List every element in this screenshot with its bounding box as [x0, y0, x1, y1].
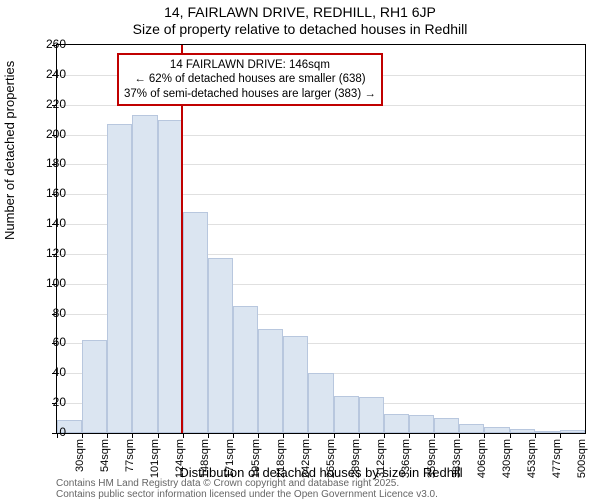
annotation-line: 14 FAIRLAWN DRIVE: 146sqm — [124, 58, 376, 72]
y-tick-label: 180 — [46, 156, 66, 170]
annotation-box: 14 FAIRLAWN DRIVE: 146sqm← 62% of detach… — [117, 53, 383, 106]
x-tick — [82, 433, 83, 438]
histogram-bar — [560, 430, 585, 433]
histogram-bar — [409, 415, 434, 433]
y-tick-label: 140 — [46, 216, 66, 230]
histogram-bar — [334, 396, 359, 433]
histogram-bar — [535, 431, 560, 433]
histogram-bar — [308, 373, 333, 433]
x-tick — [107, 433, 108, 438]
y-tick-label: 120 — [46, 246, 66, 260]
attribution-line: Contains public sector information licen… — [56, 489, 438, 500]
histogram-bar — [359, 397, 384, 433]
x-tick — [510, 433, 511, 438]
histogram-bar — [510, 429, 535, 433]
y-tick-label: 40 — [53, 365, 66, 379]
y-tick-label: 220 — [46, 97, 66, 111]
x-tick — [132, 433, 133, 438]
x-tick — [459, 433, 460, 438]
x-tick — [233, 433, 234, 438]
y-tick-label: 260 — [46, 37, 66, 51]
attribution-line: Contains HM Land Registry data © Crown c… — [56, 478, 438, 489]
x-tick — [308, 433, 309, 438]
x-tick — [208, 433, 209, 438]
histogram-bar — [459, 424, 484, 433]
y-tick-label: 0 — [59, 425, 66, 439]
y-tick-label: 240 — [46, 67, 66, 81]
x-tick — [183, 433, 184, 438]
histogram-bar — [484, 427, 509, 433]
x-tick — [409, 433, 410, 438]
x-tick — [560, 433, 561, 438]
histogram-bar — [132, 115, 157, 433]
histogram-bar — [233, 306, 258, 433]
x-tick — [484, 433, 485, 438]
histogram-bar — [208, 258, 233, 433]
x-tick — [434, 433, 435, 438]
x-tick — [258, 433, 259, 438]
histogram-bar — [434, 418, 459, 433]
histogram-bar — [158, 120, 183, 433]
y-tick-label: 160 — [46, 186, 66, 200]
x-tick — [359, 433, 360, 438]
chart-container: 14, FAIRLAWN DRIVE, REDHILL, RH1 6JP Siz… — [0, 0, 600, 500]
attribution-text: Contains HM Land Registry data © Crown c… — [56, 478, 438, 500]
x-tick — [283, 433, 284, 438]
histogram-bar — [258, 329, 283, 433]
x-tick — [158, 433, 159, 438]
x-tick — [57, 433, 58, 438]
histogram-bar — [384, 414, 409, 433]
y-tick-label: 100 — [46, 276, 66, 290]
plot-area: 30sqm54sqm77sqm101sqm124sqm148sqm171sqm1… — [56, 44, 586, 434]
y-axis-label: Number of detached properties — [2, 61, 17, 240]
y-tick-label: 20 — [53, 395, 66, 409]
x-tick — [535, 433, 536, 438]
chart-subtitle: Size of property relative to detached ho… — [0, 21, 600, 38]
chart-title: 14, FAIRLAWN DRIVE, REDHILL, RH1 6JP — [0, 0, 600, 21]
y-tick-label: 80 — [53, 306, 66, 320]
histogram-bar — [183, 212, 208, 433]
annotation-line: 37% of semi-detached houses are larger (… — [124, 87, 376, 101]
histogram-bar — [107, 124, 132, 433]
x-tick — [384, 433, 385, 438]
y-tick-label: 60 — [53, 335, 66, 349]
histogram-bar — [82, 340, 107, 433]
annotation-line: ← 62% of detached houses are smaller (63… — [124, 72, 376, 86]
y-tick-label: 200 — [46, 127, 66, 141]
x-tick — [334, 433, 335, 438]
histogram-bar — [283, 336, 308, 433]
